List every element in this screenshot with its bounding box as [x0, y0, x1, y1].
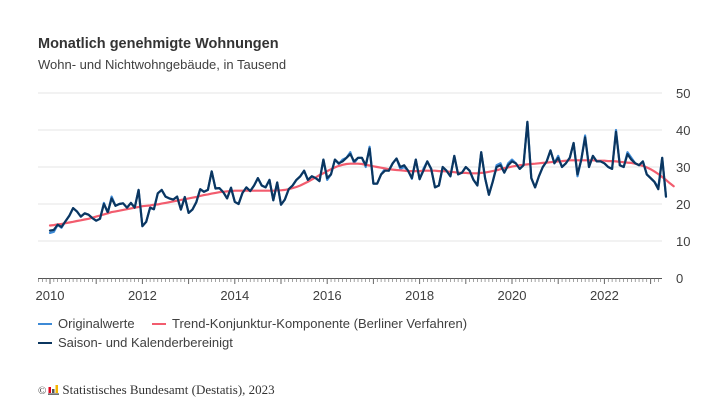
- legend-swatch-originalwerte: [38, 322, 52, 325]
- x-tick-label: 2012: [128, 288, 157, 303]
- destatis-logo-icon: [48, 385, 60, 395]
- chart-title: Monatlich genehmigte Wohnungen: [38, 36, 279, 52]
- y-axis: 0 10 20 30 40 50: [676, 86, 690, 286]
- legend-item-trend[interactable]: Trend-Konjunktur-Komponente (Berliner Ve…: [152, 316, 467, 331]
- x-tick-label: 2018: [405, 288, 434, 303]
- copyright-icon: ©: [38, 385, 47, 397]
- y-tick-label: 30: [676, 160, 690, 175]
- legend-swatch-saisonbereinigt: [38, 341, 52, 344]
- line-chart: 0 10 20 30 40 50 2010 2012 2014 2016 2018 2020 2022: [36, 86, 691, 303]
- x-tick-label: 2022: [590, 288, 619, 303]
- legend-label: Trend-Konjunktur-Komponente (Berliner Ve…: [172, 316, 468, 331]
- chart-subtitle: Wohn- und Nichtwohngebäude, in Tausend: [38, 57, 287, 72]
- legend-item-originalwerte[interactable]: Originalwerte: [38, 316, 135, 331]
- y-tick-label: 0: [676, 271, 683, 286]
- legend-item-saisonbereinigt[interactable]: Saison- und Kalenderbereinigt: [38, 335, 233, 350]
- y-tick-label: 50: [676, 86, 690, 101]
- legend-label: Saison- und Kalenderbereinigt: [58, 335, 233, 350]
- series-line-trend-konjunktur-komponente-berliner-verfahren: [48, 159, 675, 227]
- source-text: Statistisches Bundesamt (Destatis), 2023: [62, 382, 275, 397]
- x-tick-label: 2020: [498, 288, 527, 303]
- y-tick-label: 40: [676, 123, 690, 138]
- legend-label: Originalwerte: [58, 316, 135, 331]
- series-lines: [48, 120, 675, 234]
- y-tick-label: 10: [676, 234, 690, 249]
- x-axis: 2010 2012 2014 2016 2018 2020 2022: [36, 278, 662, 303]
- y-tick-label: 20: [676, 197, 690, 212]
- x-tick-label: 2014: [220, 288, 249, 303]
- source-footer: © Statistisches Bundesamt (Destatis), 20…: [38, 382, 275, 398]
- series-line-saison-und-kalenderbereinigt: [48, 120, 668, 232]
- x-tick-label: 2010: [36, 288, 65, 303]
- gridlines: [38, 92, 662, 242]
- x-tick-label: 2016: [313, 288, 342, 303]
- legend-swatch-trend: [152, 322, 166, 325]
